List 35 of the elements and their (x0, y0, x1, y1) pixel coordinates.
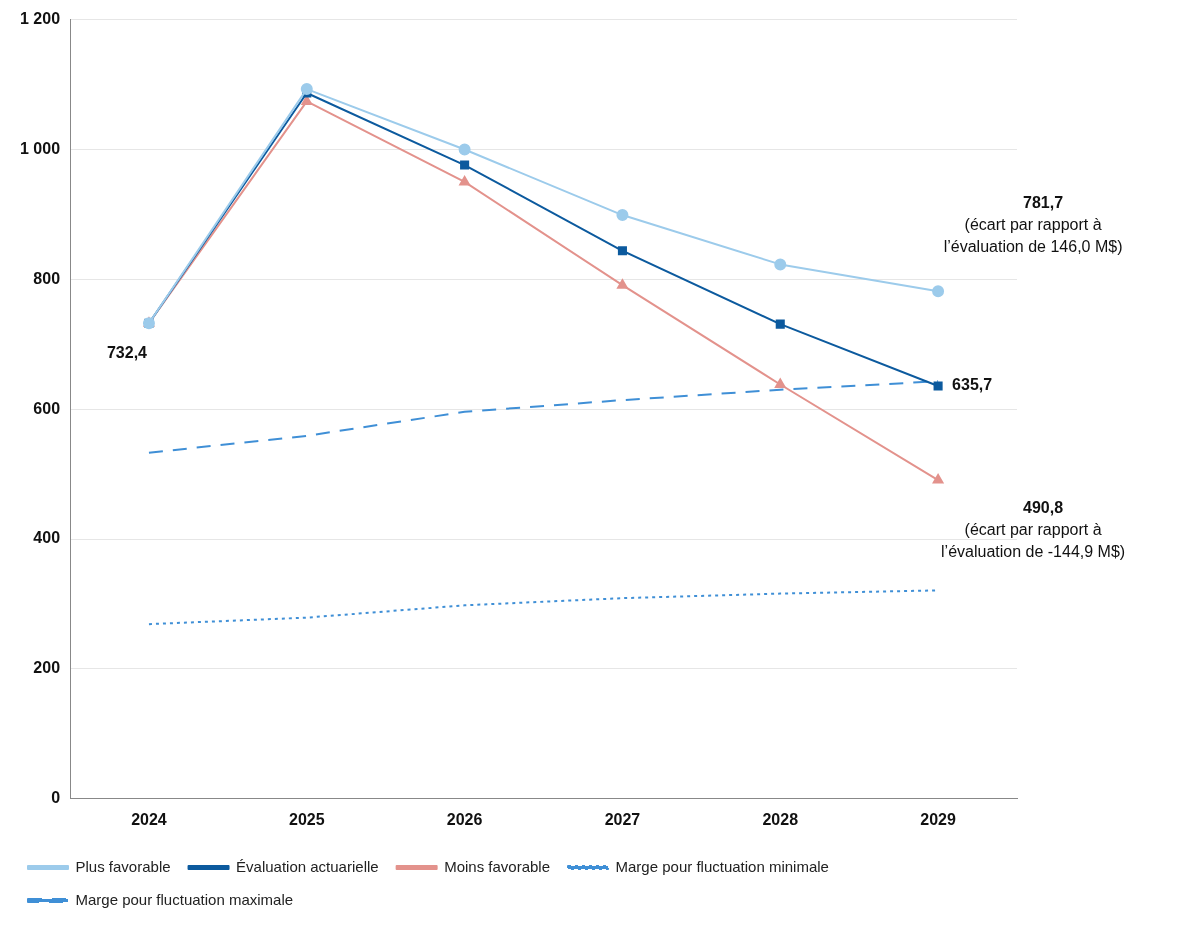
y-tick-label: 1 200 (19, 10, 61, 28)
point (775, 319, 785, 329)
point (460, 160, 470, 170)
legend-label: Évaluation actuarielle (236, 857, 379, 875)
y-tick-label: 800 (33, 269, 61, 287)
y-tick-label: 200 (33, 659, 61, 677)
x-tick-label: 2028 (762, 810, 799, 828)
x-tick-label: 2024 (131, 810, 167, 828)
point (617, 279, 628, 289)
x-tick-label: 2027 (604, 810, 641, 828)
point (932, 285, 945, 298)
legend-label: Plus favorable (75, 857, 171, 875)
y-tick-label: 600 (33, 399, 61, 417)
x-tick-label: 2029 (920, 810, 956, 828)
annotation: 635,7 (952, 376, 993, 394)
x-tick-label: 2026 (446, 810, 483, 828)
point (932, 474, 944, 484)
y-tick-label: 400 (33, 529, 61, 547)
y-tick-label: 0 (51, 789, 61, 807)
x-tick-label: 2025 (288, 810, 325, 828)
annotation: 490,8 (écart par rapport à l’évaluation de -144,9 M$) (941, 498, 1126, 560)
legend-label: Marge pour fluctuation minimale (615, 857, 829, 875)
point (774, 258, 787, 271)
point (774, 378, 786, 389)
point (300, 83, 313, 96)
annotation: 732,4 (106, 343, 148, 361)
point (933, 381, 943, 391)
point (458, 143, 471, 156)
legend-label: Marge pour fluctuation maximale (75, 890, 294, 908)
legend-label: Moins favorable (444, 857, 551, 875)
point (459, 175, 470, 186)
point (616, 209, 629, 222)
y-tick-label: 1 000 (19, 139, 61, 157)
annotation: 781,7 (écart par rapport à l’évaluation de 146,0 M$) (943, 193, 1123, 255)
point (617, 246, 627, 256)
